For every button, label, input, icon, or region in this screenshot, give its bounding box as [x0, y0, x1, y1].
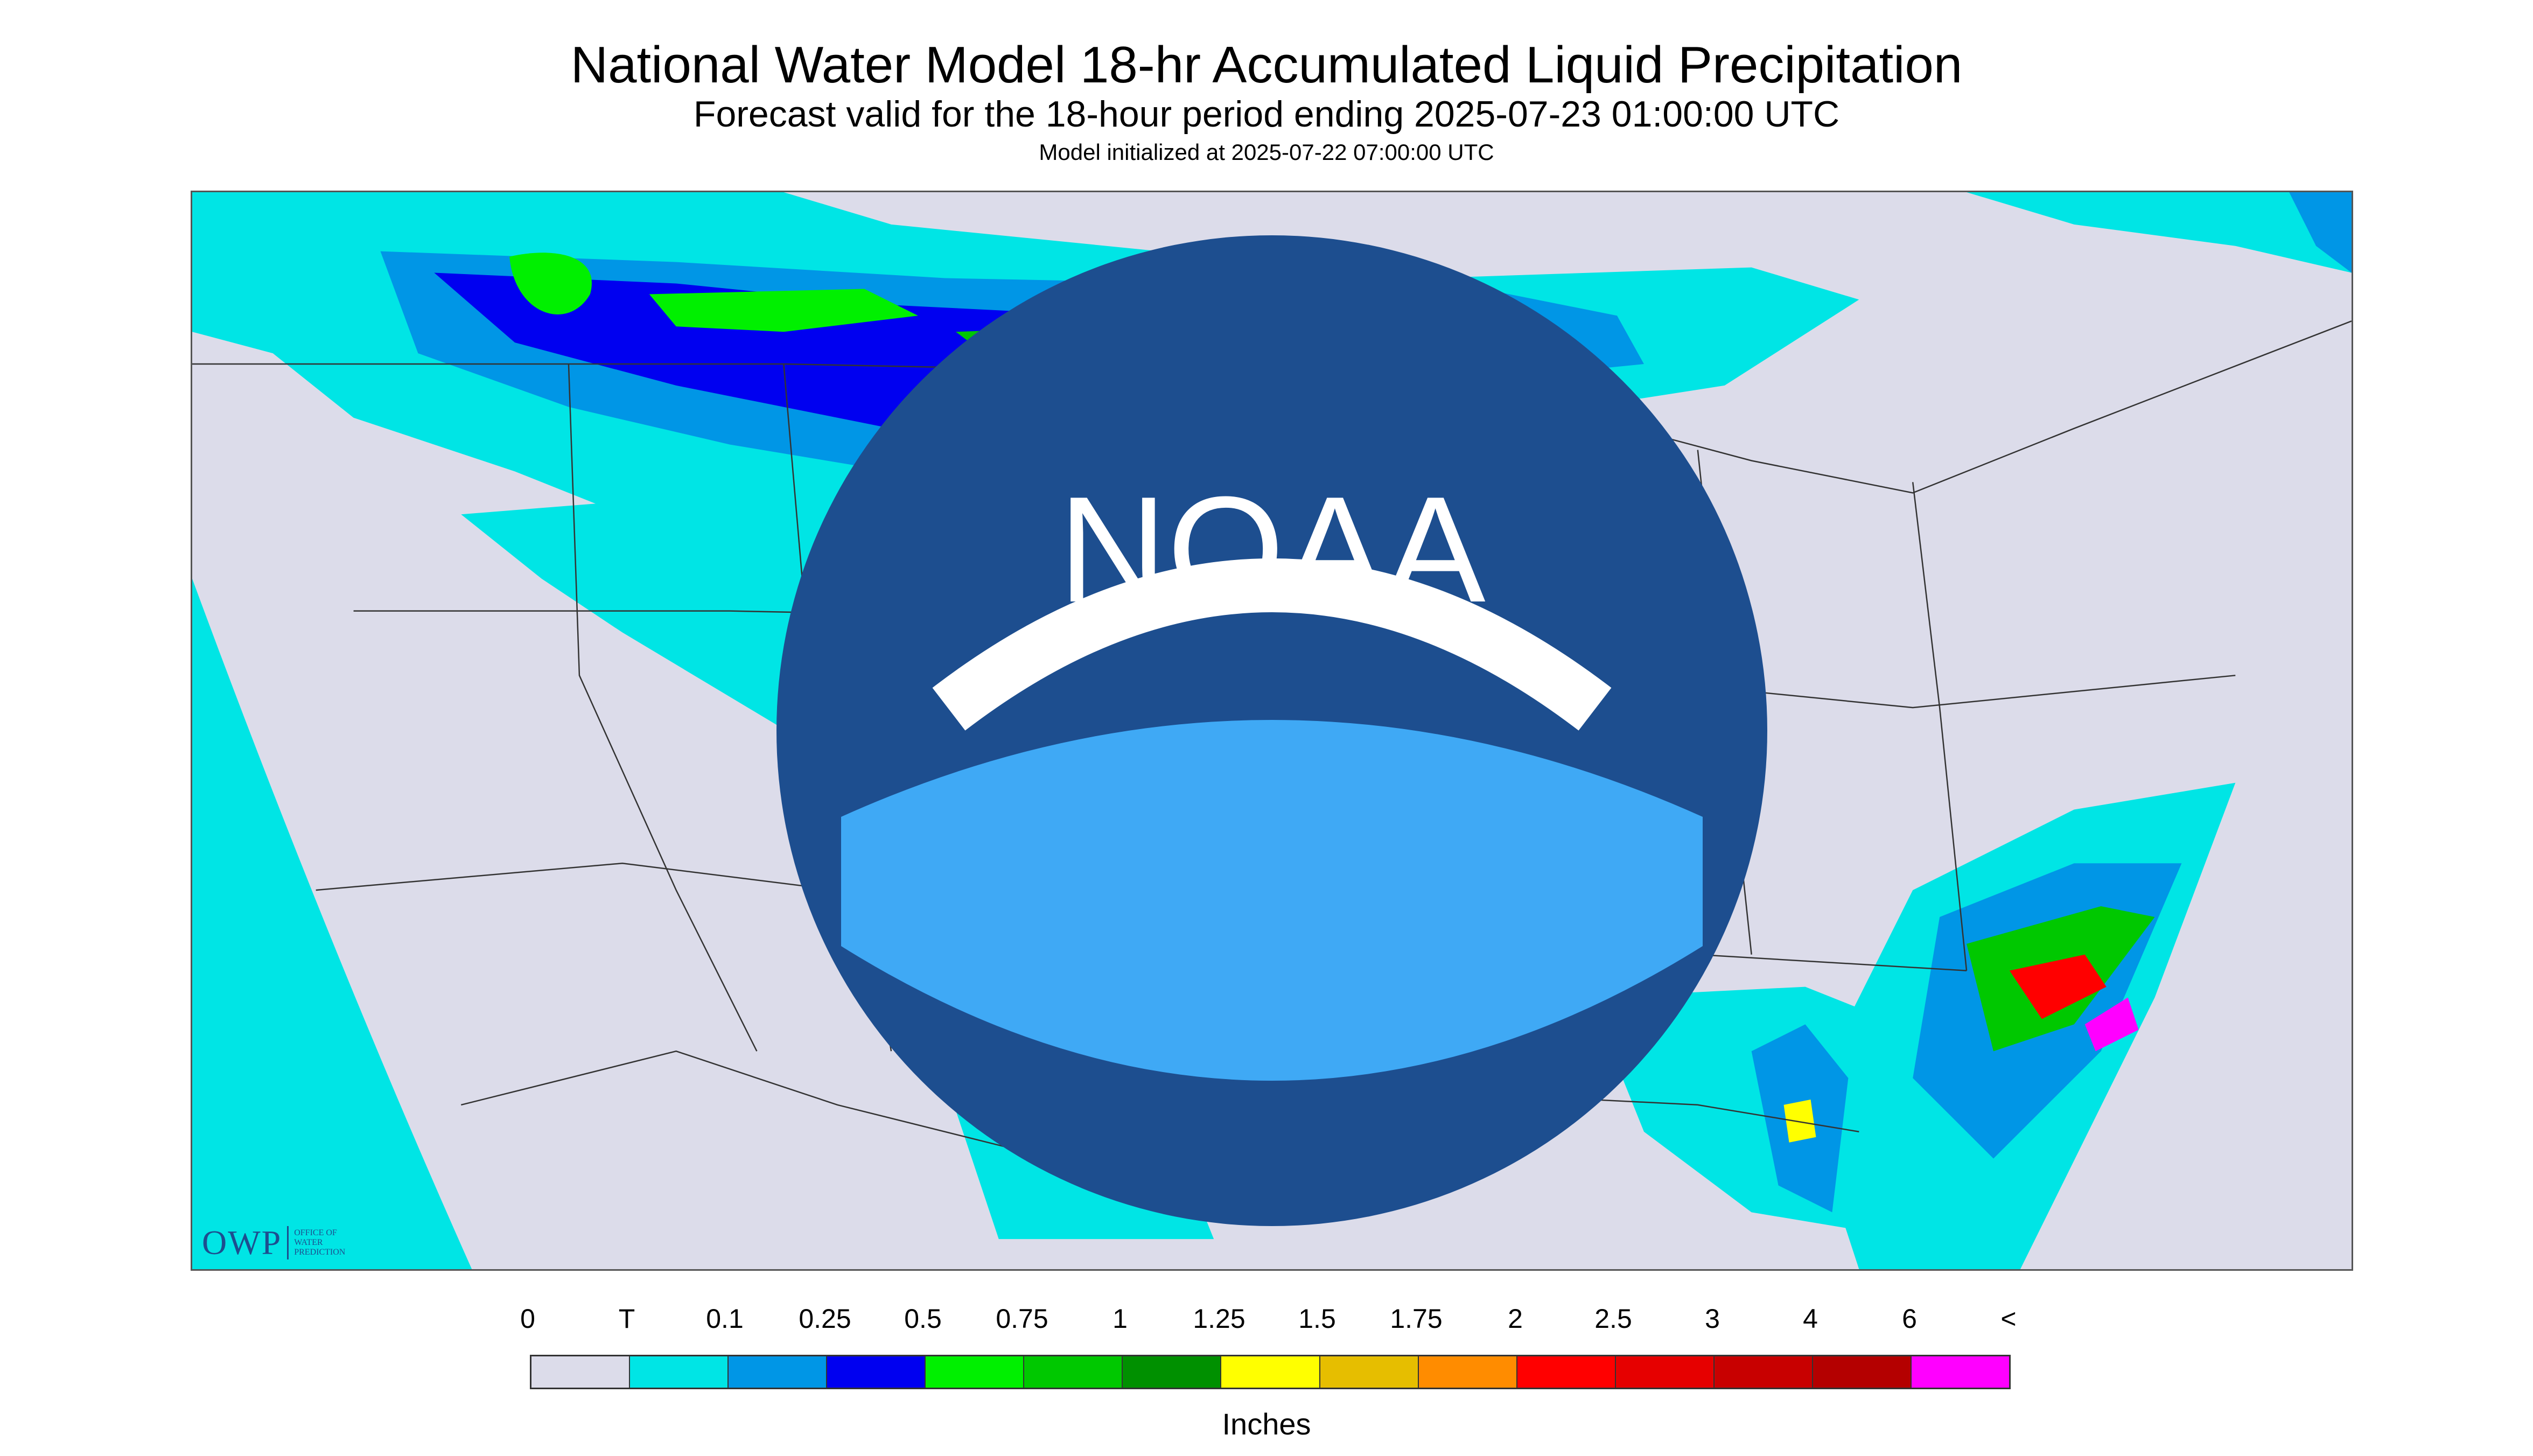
- owp-logo-text: OWP: [202, 1223, 282, 1262]
- legend-swatch-5: [1024, 1356, 1123, 1388]
- legend-label-11: 2.5: [1594, 1304, 1632, 1334]
- offshore-atlantic-wedge: [2020, 471, 2352, 1269]
- legend-swatch-13: [1813, 1356, 1912, 1388]
- legend-label-14: 6: [1902, 1304, 1917, 1334]
- legend-label-13: 4: [1803, 1304, 1818, 1334]
- legend-swatch-14: [1911, 1356, 2009, 1388]
- model-init-label: Model initialized at 2025-07-22 07:00:00…: [1039, 139, 1494, 165]
- map-title: National Water Model 18-hr Accumulated L…: [570, 36, 1963, 94]
- owp-logo-divider: [287, 1226, 289, 1259]
- precipitation-map[interactable]: OWP OFFICE OF WATER PREDICTION NOAA: [191, 191, 2353, 1271]
- svg-text:NOAA: NOAA: [1058, 466, 1486, 634]
- legend-label-5: 0.75: [996, 1304, 1048, 1334]
- legend-label-1: T: [618, 1304, 635, 1334]
- legend-swatch-1: [630, 1356, 729, 1388]
- legend-tick-labels: 0 T 0.1 0.25 0.5 0.75 1 1.25 1.5 1.75 2 …: [512, 1303, 2073, 1341]
- legend-color-bar: [530, 1355, 2011, 1389]
- legend-label-2: 0.1: [706, 1304, 744, 1334]
- legend-label-10: 2: [1508, 1304, 1523, 1334]
- legend-label-12: 3: [1705, 1304, 1720, 1334]
- legend-label-15: <: [2000, 1304, 2017, 1334]
- legend-label-7: 1.25: [1193, 1304, 1245, 1334]
- owp-logo: OWP OFFICE OF WATER PREDICTION: [202, 1223, 346, 1262]
- legend-swatch-11: [1615, 1356, 1715, 1388]
- noaa-logo-icon: NOAA: [776, 235, 1767, 1226]
- legend-swatch-3: [827, 1356, 926, 1388]
- southeast-storms: [1590, 782, 2236, 1269]
- legend-swatch-0: [531, 1356, 631, 1388]
- legend-units-label: Inches: [1222, 1407, 1311, 1441]
- legend-swatch-6: [1123, 1356, 1222, 1388]
- legend-swatch-2: [729, 1356, 828, 1388]
- legend-swatch-4: [926, 1356, 1025, 1388]
- legend-label-4: 0.5: [904, 1304, 942, 1334]
- legend-swatch-10: [1517, 1356, 1616, 1388]
- forecast-valid-subtitle: Forecast valid for the 18-hour period en…: [693, 94, 1840, 135]
- legend-swatch-12: [1714, 1356, 1813, 1388]
- legend-swatch-8: [1320, 1356, 1419, 1388]
- legend-label-0: 0: [520, 1304, 535, 1334]
- offshore-pacific-wedge: [192, 192, 472, 1269]
- legend-swatch-7: [1221, 1356, 1320, 1388]
- legend-label-9: 1.75: [1390, 1304, 1443, 1334]
- owp-logo-subtext: OFFICE OF WATER PREDICTION: [294, 1228, 346, 1257]
- legend-label-8: 1.5: [1298, 1304, 1336, 1334]
- legend-label-3: 0.25: [799, 1304, 851, 1334]
- legend-swatch-9: [1418, 1356, 1517, 1388]
- legend-label-6: 1: [1112, 1304, 1128, 1334]
